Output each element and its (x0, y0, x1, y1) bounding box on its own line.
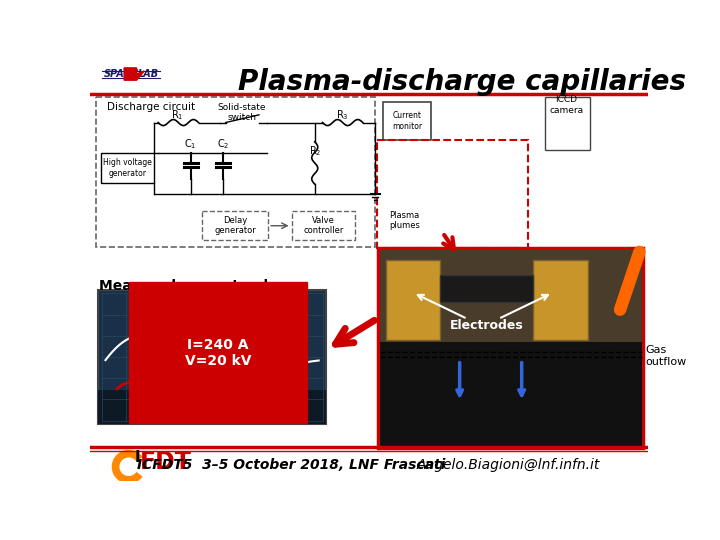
Bar (98, 390, 326, 424)
Text: Current
monitor: Current monitor (392, 111, 422, 131)
Bar (101, 153, 153, 183)
Bar (383, 102, 431, 140)
Text: LAB: LAB (138, 69, 159, 79)
Text: Delay
generator: Delay generator (214, 216, 256, 235)
Text: C$_1$: C$_1$ (184, 137, 197, 151)
Text: R$_3$: R$_3$ (336, 108, 348, 122)
Text: SPARC: SPARC (104, 69, 140, 79)
Text: Measured current pulse: Measured current pulse (99, 279, 286, 293)
Text: FDT: FDT (140, 450, 192, 474)
Text: I=240 A
V=20 kV: I=240 A V=20 kV (184, 338, 251, 368)
Bar (386, 260, 441, 340)
Text: Plasma-discharge capillaries: Plasma-discharge capillaries (238, 68, 686, 96)
Bar (96, 97, 375, 247)
Text: Valve
controller: Valve controller (303, 216, 343, 235)
Text: Angelo.Biagioni@lnf.infn.it: Angelo.Biagioni@lnf.infn.it (417, 458, 600, 472)
Polygon shape (124, 68, 144, 80)
Text: Solid-state
switch: Solid-state switch (217, 103, 266, 122)
Bar (380, 342, 642, 447)
Text: C$_2$: C$_2$ (217, 137, 230, 151)
Text: ICCD
camera: ICCD camera (549, 95, 584, 114)
Bar (292, 211, 355, 240)
Text: V      A      s: V A s (194, 405, 229, 410)
Bar (534, 260, 588, 340)
Text: High voltage
generator: High voltage generator (103, 158, 152, 178)
Text: Gas
outflow: Gas outflow (645, 345, 686, 367)
Text: R$_1$: R$_1$ (171, 108, 183, 122)
Bar (441, 275, 534, 302)
Bar (378, 248, 644, 448)
Bar (202, 211, 269, 240)
Bar (98, 289, 326, 424)
Text: R$_2$: R$_2$ (309, 144, 321, 158)
Text: Discharge circuit: Discharge circuit (107, 102, 195, 112)
Text: I: I (134, 450, 140, 465)
Bar (377, 140, 528, 248)
Text: Electrodes: Electrodes (450, 319, 523, 332)
Text: Plasma
plumes: Plasma plumes (390, 211, 420, 230)
Bar (380, 249, 642, 342)
Text: ICFDT5  3–5 October 2018, LNF Frascati: ICFDT5 3–5 October 2018, LNF Frascati (138, 458, 446, 472)
Bar (545, 97, 590, 150)
